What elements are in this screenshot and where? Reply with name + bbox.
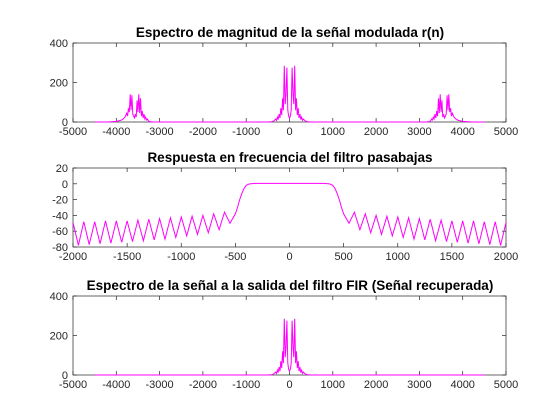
subplot-3-x-tick-label: -5000 <box>59 379 87 391</box>
subplot-1-y-tick-label: 200 <box>50 78 68 90</box>
subplot-3-x-tick-label: 2000 <box>364 379 388 391</box>
subplot-3-x-tick-label: -1000 <box>232 379 260 391</box>
subplot-3-x-tick-label: -3000 <box>146 379 174 391</box>
subplot-3-axes <box>72 295 507 376</box>
subplot-2-x-tick-label: -1500 <box>113 251 141 263</box>
subplot-1-x-tick-label: 2000 <box>364 126 388 138</box>
subplot-2-x-tick-label: 2000 <box>494 251 518 263</box>
subplot-3: Espectro de la señal a la salida del fil… <box>50 278 519 391</box>
subplot-3-x-tick-label: 4000 <box>450 379 474 391</box>
subplot-2-title: Respuesta en frecuencia del filtro pasab… <box>147 150 432 165</box>
subplot-1-title: Espectro de magnitud de la señal modulad… <box>136 25 444 40</box>
subplot-2-x-tick-label: -2000 <box>59 251 87 263</box>
subplot-1-x-tick-label: 5000 <box>494 126 518 138</box>
subplot-2-y-tick-label: 20 <box>56 163 68 175</box>
subplot-2-x-tick-label: -500 <box>224 251 246 263</box>
subplot-2-ticks: -2000 -1500 -1000 -500 0 500 1000 1500 2000 -80 -6… <box>52 163 518 263</box>
subplot-3-ticks: -5000 -4000 -3000 -2000 -1000 0 1000 2000 3000 40… <box>50 291 519 391</box>
subplot-3-series-line <box>94 318 485 376</box>
subplot-3-title: Espectro de la señal a la salida del fil… <box>87 278 494 293</box>
subplot-2-series-line <box>72 182 507 246</box>
subplot-2: Respuesta en frecuencia del filtro pasab… <box>52 150 518 263</box>
subplot-1-x-tick-label: -4000 <box>102 126 130 138</box>
subplot-3-x-tick-label: -4000 <box>102 379 130 391</box>
subplot-2-x-tick-label: 500 <box>334 251 352 263</box>
subplot-1-x-tick-label: 3000 <box>407 126 431 138</box>
subplot-1-x-tick-label: 0 <box>286 126 292 138</box>
subplot-1: Espectro de magnitud de la señal modulad… <box>50 25 519 138</box>
subplot-3-x-tick-label: 1000 <box>321 379 345 391</box>
subplot-1-x-tick-label: 1000 <box>321 126 345 138</box>
subplot-2-axes <box>72 167 507 248</box>
subplot-1-series-line <box>94 65 485 123</box>
subplot-2-x-tick-label: 1000 <box>386 251 410 263</box>
subplot-2-y-tick-label: -60 <box>52 226 68 238</box>
subplot-3-x-tick-label: 3000 <box>407 379 431 391</box>
subplot-2-y-tick-label: -20 <box>52 195 68 207</box>
subplot-3-y-tick-label: 400 <box>50 291 68 303</box>
subplot-2-x-tick-label: -1000 <box>167 251 195 263</box>
subplot-3-x-tick-label: -2000 <box>189 379 217 391</box>
subplot-3-x-tick-label: 5000 <box>494 379 518 391</box>
subplot-1-x-tick-label: 4000 <box>450 126 474 138</box>
subplot-3-y-tick-label: 0 <box>62 370 68 382</box>
subplot-2-x-tick-label: 1500 <box>440 251 464 263</box>
subplot-2-y-tick-label: 0 <box>62 179 68 191</box>
subplot-1-x-tick-label: -2000 <box>189 126 217 138</box>
subplot-2-x-tick-label: 0 <box>286 251 292 263</box>
subplot-1-axes <box>72 42 507 123</box>
subplot-1-x-tick-label: -5000 <box>59 126 87 138</box>
subplot-3-x-tick-label: 0 <box>286 379 292 391</box>
subplot-1-y-tick-label: 0 <box>62 117 68 129</box>
subplot-1-x-tick-label: -3000 <box>146 126 174 138</box>
subplot-1-y-tick-label: 400 <box>50 38 68 50</box>
subplot-3-y-tick-label: 200 <box>50 331 68 343</box>
subplot-2-y-tick-label: -80 <box>52 242 68 254</box>
subplot-1-ticks: -5000 -4000 -3000 -2000 -1000 0 1000 2000 3000 40… <box>50 38 519 138</box>
subplot-2-y-tick-label: -40 <box>52 210 68 222</box>
subplot-1-x-tick-label: -1000 <box>232 126 260 138</box>
